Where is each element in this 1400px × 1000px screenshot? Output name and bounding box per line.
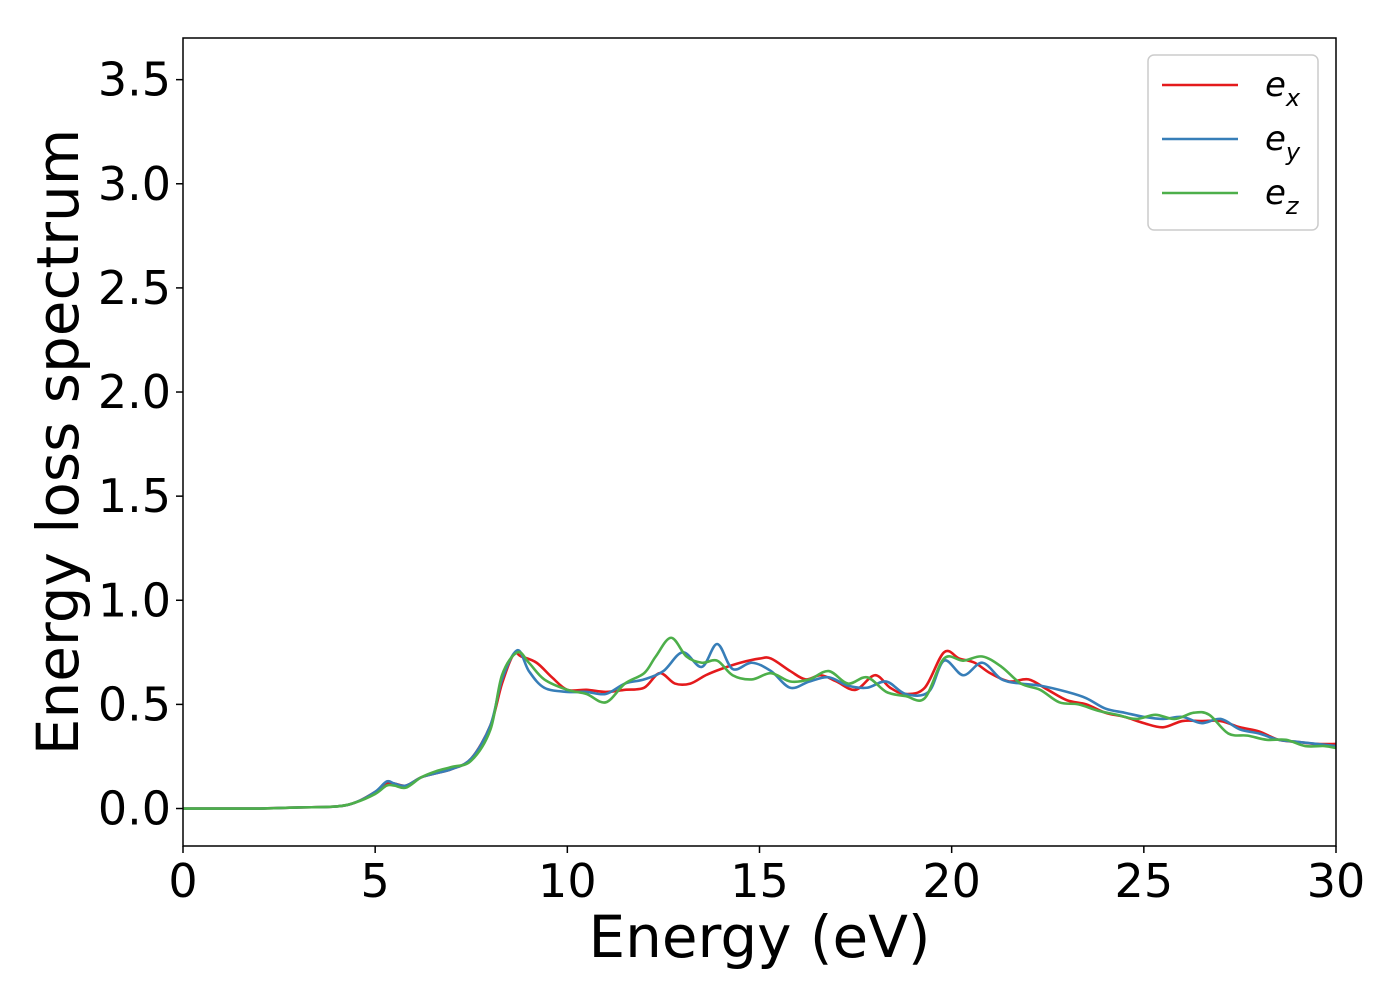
series-layer [183,636,1336,810]
x-tick-label: 15 [730,854,789,908]
legend-label-base: e [1265,119,1286,159]
legend-label-subscript: z [1285,192,1300,220]
legend-label-subscript: x [1285,84,1301,112]
x-tick-label: 25 [1115,854,1174,908]
legend-label-base: e [1265,173,1286,213]
y-axis-label: Energy loss spectrum [24,129,92,755]
y-tick-label: 0.5 [98,677,171,731]
y-axis: 0.0 0.5 1.0 1.5 2.0 2.5 3.0 3.5 [98,53,183,836]
legend-label-subscript: y [1285,138,1301,166]
legend-label-base: e [1265,65,1286,105]
series-line-ez [183,636,1336,810]
x-tick-label: 20 [922,854,981,908]
x-tick-label: 0 [168,854,197,908]
y-tick-label: 2.5 [98,261,171,315]
x-axis-label: Energy (eV) [588,903,930,971]
x-tick-label: 10 [538,854,597,908]
x-tick-label: 30 [1307,854,1366,908]
y-tick-label: 3.0 [98,157,171,211]
y-tick-label: 1.0 [98,573,171,627]
y-tick-label: 2.0 [98,365,171,419]
x-axis: 0 5 10 15 20 25 30 [168,846,1365,908]
series-line-ex [183,649,1336,810]
legend-label-ey: ey [1265,119,1301,166]
y-tick-label: 3.5 [98,53,171,107]
y-tick-label: 0.0 [98,782,171,836]
legend-label-ex: ex [1265,65,1301,112]
legend-box [1147,54,1319,231]
legend-label-ez: ez [1265,173,1300,220]
x-tick-label: 5 [361,854,390,908]
y-tick-label: 1.5 [98,469,171,523]
